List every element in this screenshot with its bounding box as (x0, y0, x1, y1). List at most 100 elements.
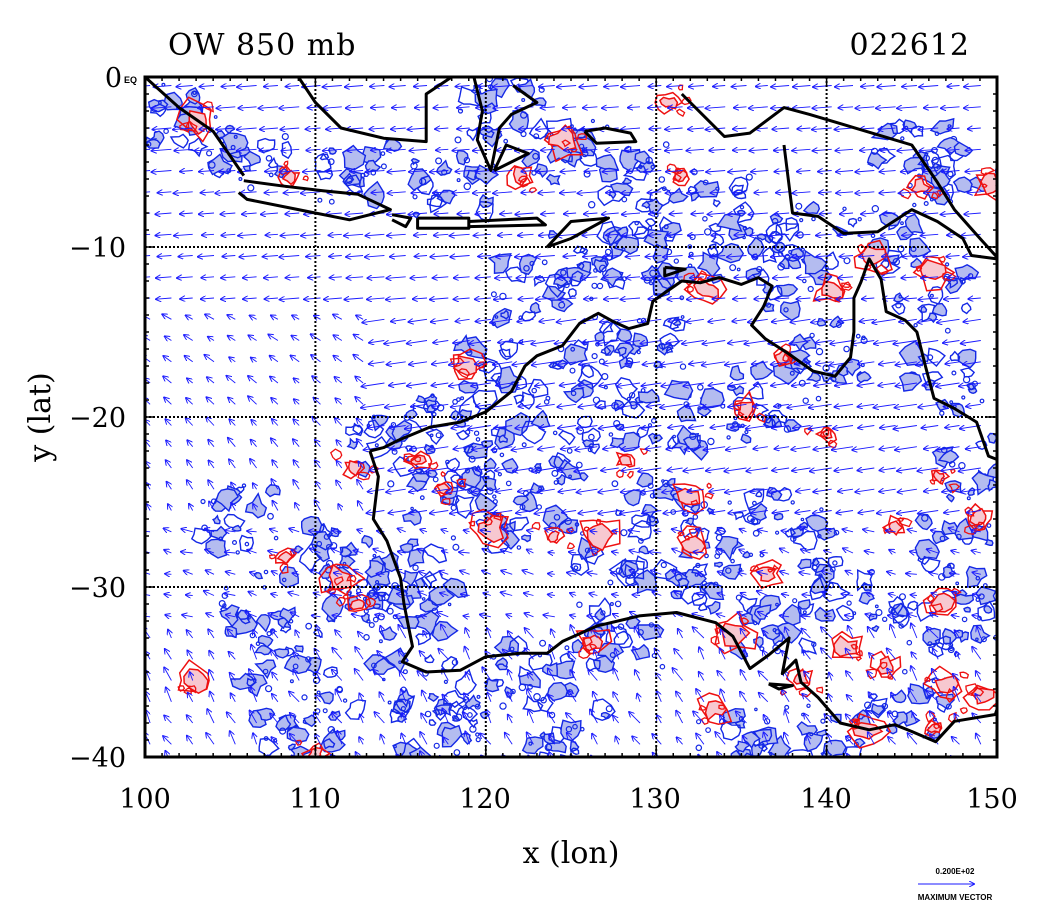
wind-vector (381, 735, 385, 745)
red-contour-core (349, 598, 366, 611)
blue-contour (254, 645, 273, 656)
red-contour (704, 492, 714, 500)
wind-vector (799, 572, 811, 574)
wind-vector (818, 171, 832, 172)
wind-vector (834, 468, 854, 471)
blue-contour (499, 340, 519, 358)
blue-contour (571, 638, 584, 654)
wind-vector (260, 128, 278, 129)
wind-vector (657, 715, 662, 724)
blue-contour-dot (730, 558, 735, 564)
blue-contour-dot (301, 694, 308, 701)
blue-contour-dot (819, 507, 824, 512)
x-tick-label: 140 (800, 784, 852, 815)
wind-vector (879, 489, 896, 492)
blue-contour-dot (900, 136, 905, 141)
blue-contour-dot (366, 619, 371, 624)
wind-vector (431, 319, 449, 322)
wind-vector (356, 315, 364, 319)
wind-vector (265, 298, 278, 299)
blue-contour (806, 371, 822, 383)
blue-contour-dot (435, 432, 442, 439)
wind-vector (345, 213, 364, 214)
blue-contour-dot (842, 206, 847, 211)
wind-vector (473, 192, 491, 193)
red-contour-core (547, 530, 560, 543)
blue-contour (866, 151, 888, 170)
wind-vector (206, 570, 215, 574)
blue-contour-dot (815, 395, 822, 402)
red-contour-core (679, 535, 707, 554)
blue-contour-dot (882, 616, 888, 623)
wind-vector (189, 758, 193, 765)
wind-vector (378, 759, 384, 766)
blue-contour-cluster (931, 432, 1011, 503)
wind-vector (855, 192, 875, 194)
blue-contour-cluster (576, 597, 666, 674)
wind-vector (945, 362, 960, 364)
wind-vector (677, 737, 683, 745)
wind-vector (964, 213, 981, 214)
wind-vector (746, 468, 768, 471)
blue-contour (946, 278, 959, 289)
wind-vector (632, 736, 641, 745)
wind-vector (605, 149, 619, 150)
wind-vector (221, 298, 236, 299)
wind-vector (355, 397, 364, 405)
wind-vector (156, 277, 172, 278)
wind-vector (464, 616, 470, 617)
wind-vector (409, 362, 428, 365)
wind-vector (333, 315, 343, 320)
wind-vector (894, 425, 917, 430)
blue-contour-dot (356, 588, 362, 594)
blue-contour-dot (391, 448, 398, 455)
wind-vector (457, 213, 470, 214)
wind-vector (166, 688, 172, 702)
blue-contour-dot (800, 247, 805, 252)
wind-vector (826, 760, 832, 766)
wind-vector (229, 652, 236, 660)
wind-vector (890, 625, 897, 639)
wind-vector (889, 594, 896, 596)
blue-contour (595, 154, 620, 171)
red-contour (583, 526, 590, 532)
wind-vector (224, 593, 236, 595)
blue-contour-dot (784, 704, 790, 710)
wind-vector (578, 192, 598, 194)
blue-contour-dot (870, 147, 879, 155)
blue-contour-dot (898, 623, 904, 629)
wind-vector (204, 591, 215, 596)
wind-vector (602, 107, 619, 108)
wind-vector (346, 107, 364, 108)
blue-contour-dot (601, 373, 609, 381)
blue-contour (927, 286, 944, 305)
blue-contour-dot (753, 620, 758, 626)
wind-vector (177, 277, 193, 278)
blue-contour-dot (736, 267, 741, 272)
wind-vector (649, 213, 662, 214)
blue-contour (567, 288, 577, 299)
wind-vector (292, 336, 300, 341)
wind-vector (772, 319, 790, 322)
wind-vector (634, 757, 640, 765)
blue-contour (797, 558, 812, 570)
blue-contour (1004, 480, 1011, 485)
blue-contour (255, 613, 271, 633)
wind-vector (187, 378, 193, 383)
wind-vector (649, 552, 662, 553)
blue-contour (621, 177, 633, 185)
blue-contour-dot (497, 472, 502, 477)
wind-vector (676, 692, 683, 703)
wind-vector (802, 595, 811, 596)
blue-contour-dot (613, 420, 621, 428)
wind-vector (551, 629, 555, 639)
blue-contour-dot (663, 224, 669, 230)
blue-contour (623, 489, 642, 507)
blue-contour-dot (638, 164, 643, 169)
y-tick-label: −20 (69, 403, 126, 434)
wind-vector (186, 398, 194, 405)
wind-vector (336, 481, 343, 490)
blue-contour-dot (783, 307, 789, 313)
blue-contour-dot (868, 766, 873, 771)
blue-contour (455, 149, 469, 166)
